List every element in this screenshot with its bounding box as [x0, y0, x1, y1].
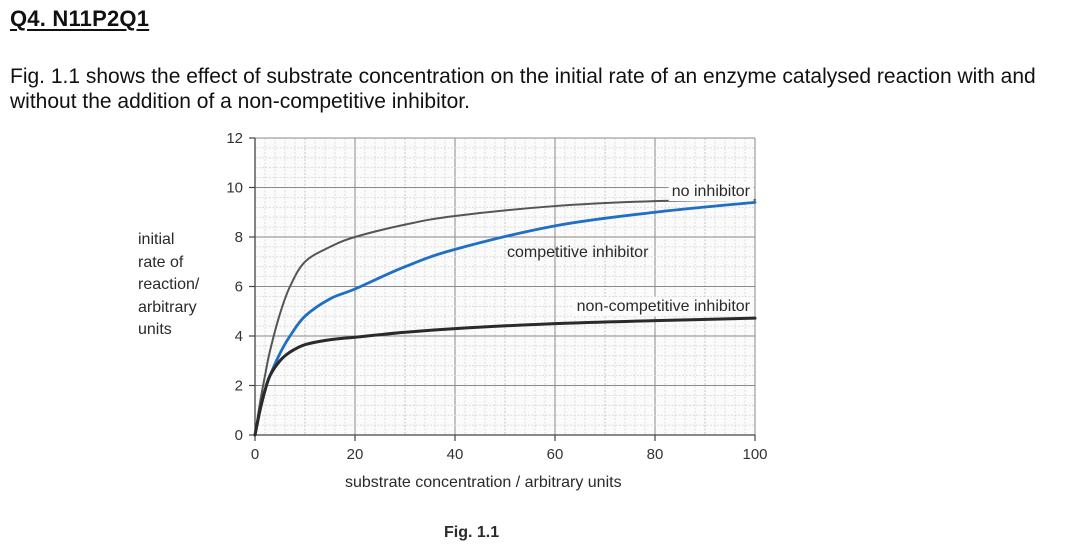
- x-tick-label: 20: [347, 446, 364, 463]
- x-tick-label: 40: [447, 446, 464, 463]
- series-label-1: competitive inhibitor: [507, 244, 649, 261]
- y-tick-label: 2: [235, 378, 243, 395]
- y-tick-label: 10: [226, 180, 243, 197]
- x-tick-label: 100: [742, 446, 767, 463]
- x-axis-label: substrate concentration / arbitrary unit…: [345, 474, 622, 491]
- x-tick-label: 0: [251, 446, 259, 463]
- series-label-background: [573, 297, 754, 316]
- series-line-2: [253, 316, 757, 437]
- series-label-2: non-competitive inhibitor: [577, 298, 751, 315]
- question-intro-text: Fig. 1.1 shows the effect of substrate c…: [10, 65, 1036, 113]
- x-tick-label: 60: [547, 446, 564, 463]
- series-labels: no inhibitor competitive inhibitor non-com…: [507, 182, 754, 316]
- y-tick-label: 4: [235, 328, 243, 345]
- series-line-0: [254, 198, 756, 436]
- chart-ticks: 0 2 4 6 8 10 12 0 20 40 60 80 100: [226, 130, 767, 463]
- x-tick-label: 80: [647, 446, 664, 463]
- y-tick-label: 8: [235, 229, 243, 246]
- series-label-0: no inhibitor: [672, 183, 751, 200]
- y-axis-label: initial rate of reaction/ arbitrary unit…: [138, 231, 200, 338]
- y-tick-label: 0: [235, 427, 243, 444]
- chart-series: [253, 198, 757, 437]
- series-label-background: [668, 182, 754, 201]
- y-tick-label: 12: [226, 130, 243, 147]
- y-tick-label: 6: [235, 279, 243, 296]
- figure-caption: Fig. 1.1: [444, 524, 500, 541]
- question-heading: Q4. N11P2Q1: [10, 6, 150, 31]
